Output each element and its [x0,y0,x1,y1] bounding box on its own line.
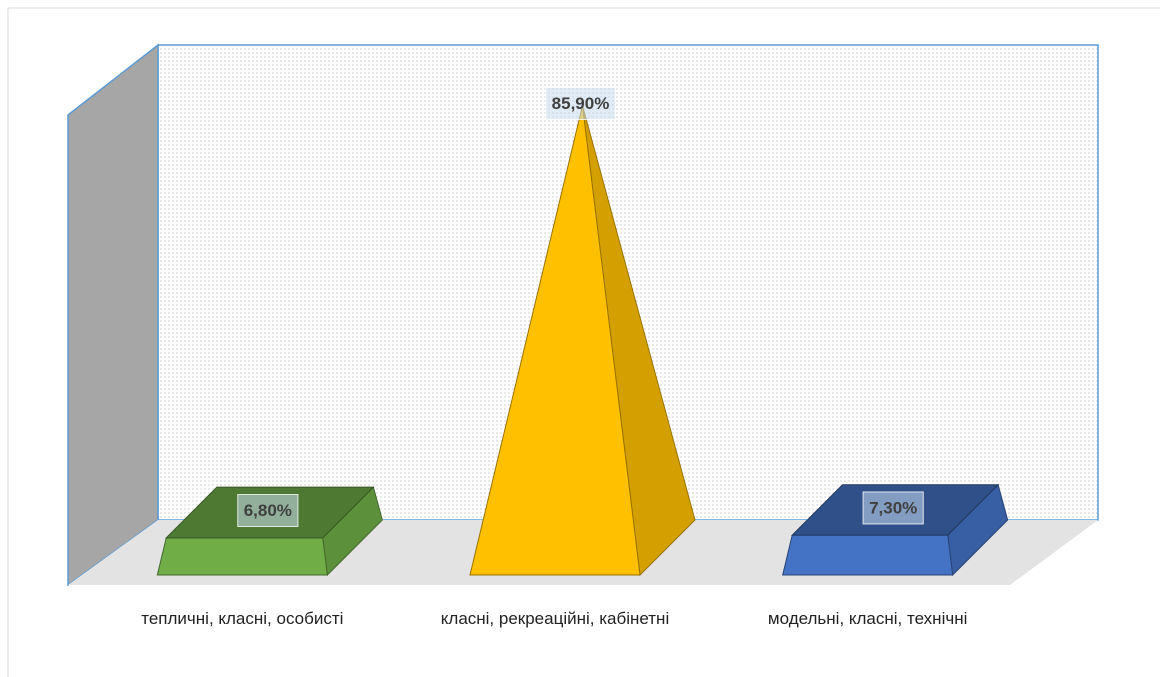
category-label: класні, рекреаційні, кабінетні [440,609,670,628]
pyramid-front [469,105,641,576]
pyramid [469,105,696,577]
category-label: модельні, класні, технічні [767,609,968,628]
frame [7,7,1160,677]
category-label: тепличні, класні, особисті [141,609,344,628]
value-label-box [545,87,616,120]
value-label-box [862,491,924,525]
value-label: 85,90% [552,94,610,113]
pyramid-front [782,534,954,576]
value-label-box [237,494,299,528]
value-label: 7,30% [869,498,917,517]
value-label: 6,80% [244,501,292,520]
side-wall [67,43,159,587]
pyramid-front [156,537,328,576]
